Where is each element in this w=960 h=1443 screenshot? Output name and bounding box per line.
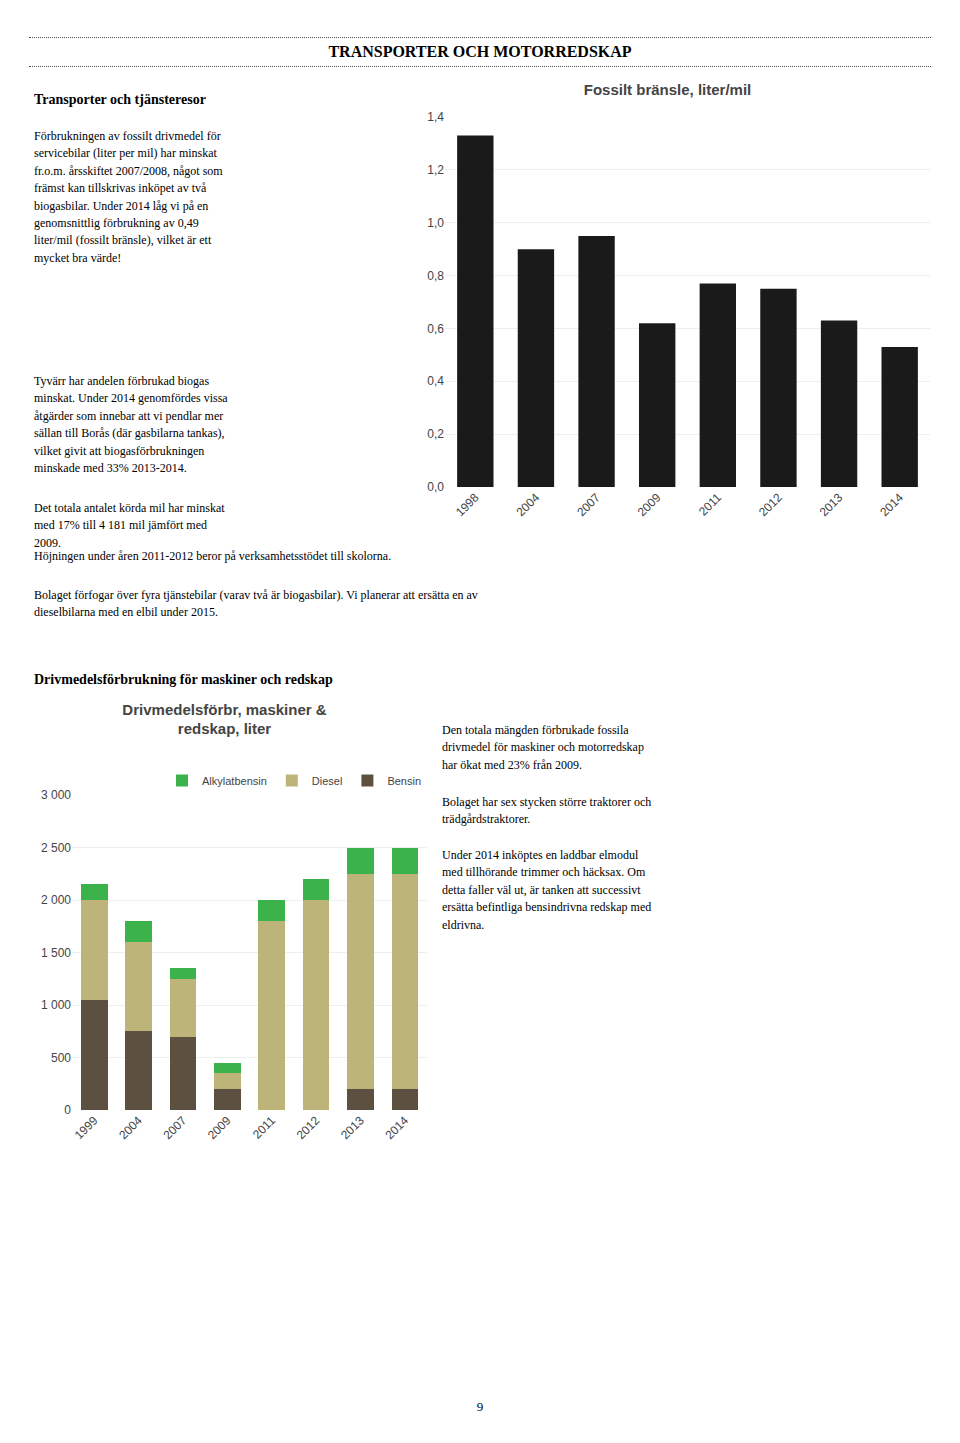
svg-text:Bensin: Bensin [387,775,421,787]
html-text:Det totala antalet körda mil h: Det totala antalet körda mil har minskat… [34,501,225,550]
svg-text:2009: 2009 [205,1113,234,1142]
svg-text:Diesel: Diesel [312,775,343,787]
html-text:Förbrukningen av fossilt drivm: Förbrukningen av fossilt drivmedel för s… [34,129,223,265]
html-text:Bolaget har sex stycken större: Bolaget har sex stycken större traktorer… [442,795,652,827]
svg-text:2012: 2012 [756,490,785,519]
svg-text:0,4: 0,4 [427,374,444,388]
svg-text:2009: 2009 [635,490,664,519]
html-text:Under 2014 inköptes en laddbar: Under 2014 inköptes en laddbar elmodul m… [442,848,652,932]
svg-text:1 000: 1 000 [41,998,71,1012]
html-text:Drivmedelsförbrukning för mask: Drivmedelsförbrukning för maskiner och r… [34,672,333,687]
svg-text:2007: 2007 [574,490,603,519]
html-text:Bolaget förfogar över fyra tjä: Bolaget förfogar över fyra tjänstebilar … [34,588,478,620]
html-text:Transporter och tjänsteresor: Transporter och tjänsteresor [34,92,206,107]
svg-text:2013: 2013 [338,1113,367,1142]
html-text:Den totala mängden förbrukade: Den totala mängden förbrukade fossila dr… [442,723,644,772]
svg-text:0,0: 0,0 [427,480,444,494]
svg-text:2011: 2011 [696,490,724,518]
svg-text:2 000: 2 000 [41,893,71,907]
svg-text:0,6: 0,6 [427,322,444,336]
svg-text:2004: 2004 [116,1113,145,1142]
svg-text:2014: 2014 [877,490,906,519]
svg-text:1998: 1998 [453,490,482,519]
svg-text:Drivmedelsförbr, maskiner &red: Drivmedelsförbr, maskiner &redskap, lite… [122,701,326,738]
svg-text:1999: 1999 [72,1113,101,1142]
svg-text:1,4: 1,4 [427,110,444,124]
html-text:9: 9 [476,1399,484,1414]
svg-text:1,0: 1,0 [427,216,444,230]
svg-text:0,2: 0,2 [427,427,444,441]
svg-text:1,2: 1,2 [427,163,444,177]
svg-text:2012: 2012 [294,1113,323,1142]
svg-text:1 500: 1 500 [41,946,71,960]
svg-text:0: 0 [64,1103,71,1117]
svg-text:500: 500 [51,1051,71,1065]
svg-text:3 000: 3 000 [41,788,71,802]
svg-text:2014: 2014 [382,1113,411,1142]
svg-text:Fossilt bränsle, liter/mil: Fossilt bränsle, liter/mil [584,81,752,98]
svg-text:2013: 2013 [817,490,846,519]
svg-text:Alkylatbensin: Alkylatbensin [202,775,267,787]
html-text:Tyvärr har andelen förbrukad b: Tyvärr har andelen förbrukad biogas mins… [34,374,228,475]
svg-text:2011: 2011 [250,1113,278,1141]
svg-text:2007: 2007 [161,1113,190,1142]
svg-text:2 500: 2 500 [41,841,71,855]
svg-text:2004: 2004 [514,490,543,519]
svg-text:0,8: 0,8 [427,269,444,283]
html-text:Höjningen under åren 2011-2012: Höjningen under åren 2011-2012 beror på … [34,549,392,563]
html-text:TRANSPORTER OCH MOTORREDSKAP: TRANSPORTER OCH MOTORREDSKAP [328,43,632,60]
